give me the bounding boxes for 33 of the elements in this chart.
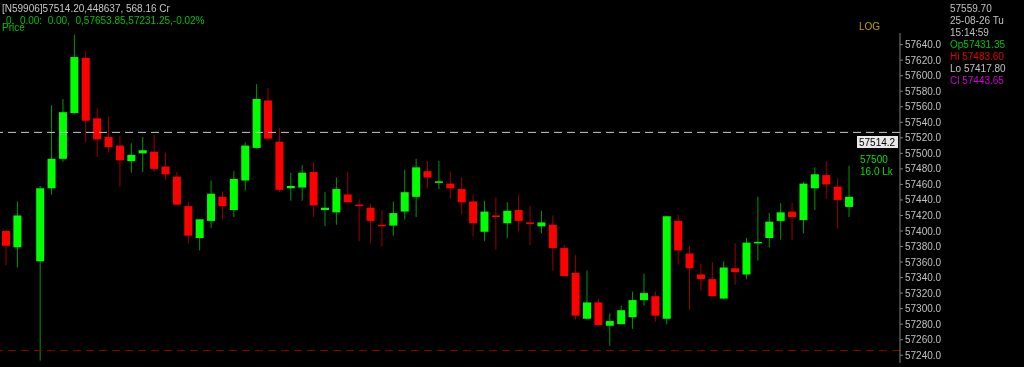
text: 57559.70 xyxy=(950,3,993,14)
y-tick-label: 57620.0 xyxy=(905,54,942,66)
text: LOG xyxy=(858,21,881,32)
text: Op57431.35 xyxy=(950,39,1006,50)
y-tick-label: 57460.0 xyxy=(905,178,942,190)
text: Cl 57443.65 xyxy=(950,75,1005,86)
y-tick-label: 57600.0 xyxy=(905,70,942,82)
y-tick-label: 57340.0 xyxy=(905,272,942,284)
y-tick-label: 57300.0 xyxy=(905,303,942,315)
y-tick-label: 57580.0 xyxy=(905,85,942,97)
y-tick-label: 57400.0 xyxy=(905,225,942,237)
text: Hi 57483.60 xyxy=(950,51,1005,62)
y-tick-label: 57360.0 xyxy=(905,256,942,268)
text: Lo 57417.80 xyxy=(950,63,1007,74)
y-tick-label: 57440.0 xyxy=(905,194,942,206)
y-tick-label: 57280.0 xyxy=(905,318,942,330)
y-tick-label: 57560.0 xyxy=(905,101,942,113)
y-tick-label: 57480.0 xyxy=(905,163,942,175)
y-tick-label: 57420.0 xyxy=(905,210,942,222)
text: 25-08-26 Tu xyxy=(950,15,1004,26)
y-tick-label: 57320.0 xyxy=(905,287,942,299)
text: 57500 xyxy=(860,154,889,165)
y-tick-label: 57240.0 xyxy=(905,349,942,361)
text: 16.0 Lk xyxy=(860,166,894,177)
y-tick-label: 57260.0 xyxy=(905,334,942,346)
text: 15:14:59 xyxy=(950,27,990,38)
chart-title: [N59906]57514.20,448637, 568.16 Cr xyxy=(2,3,171,14)
text: 57514.2 xyxy=(859,137,896,148)
y-tick-label: 57540.0 xyxy=(905,116,942,128)
y-tick-label: 57520.0 xyxy=(905,132,942,144)
y-tick-label: 57500.0 xyxy=(905,147,942,159)
y-tick-label: 57640.0 xyxy=(905,39,942,51)
y-tick-label: 57380.0 xyxy=(905,241,942,253)
